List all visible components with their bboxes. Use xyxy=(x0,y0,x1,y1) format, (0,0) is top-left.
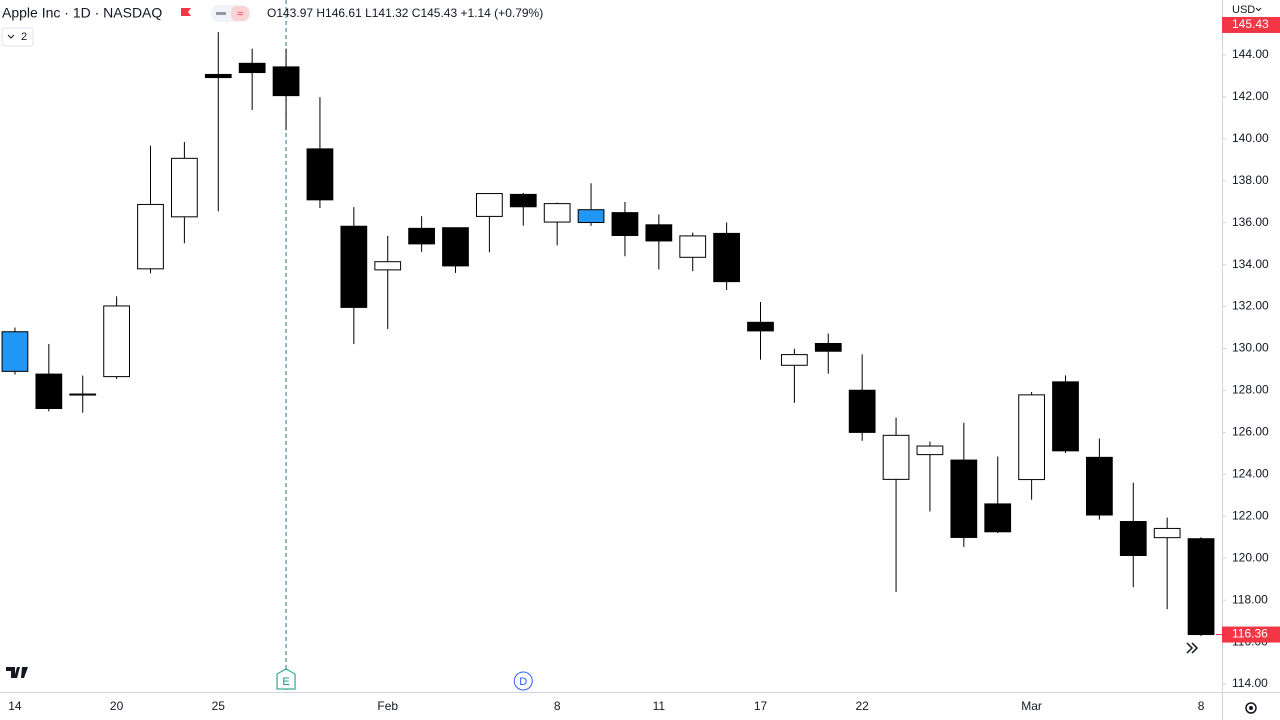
currency[interactable]: USD xyxy=(1232,4,1255,16)
candle-body xyxy=(713,232,740,283)
candle-body xyxy=(171,157,198,218)
candle-body xyxy=(747,321,774,332)
y-tick-label: 132.00 xyxy=(1232,299,1269,313)
candle-body xyxy=(781,354,808,366)
x-tick-label: 11 xyxy=(653,699,666,713)
candle-body xyxy=(442,227,469,267)
x-tick-label: Mar xyxy=(1021,699,1042,713)
symbol-title[interactable]: Apple Inc · 1D · NASDAQ xyxy=(2,5,162,21)
pane-toggle[interactable] xyxy=(1,27,34,47)
candle-body xyxy=(950,459,978,538)
y-tick-label: 130.00 xyxy=(1232,341,1269,355)
x-tick-label: 22 xyxy=(855,699,869,713)
candle-body xyxy=(1086,456,1113,516)
x-tick-label: 25 xyxy=(212,699,226,713)
candle-body xyxy=(103,305,130,378)
y-tick-label: 126.00 xyxy=(1232,425,1269,439)
event-label: E xyxy=(282,676,289,688)
candle-body xyxy=(645,224,673,242)
candle-body xyxy=(509,193,537,208)
candle-body xyxy=(1187,538,1215,636)
scroll-icon xyxy=(1186,642,1199,654)
event-label: D xyxy=(519,676,527,688)
crosshair-price-label-box xyxy=(1222,16,1280,33)
y-tick-label: 120.00 xyxy=(1232,550,1269,564)
y-tick-label: 114.00 xyxy=(1232,676,1268,690)
crosshair-price-label: 145.43 xyxy=(1232,17,1269,31)
candle-body xyxy=(984,503,1012,533)
y-tick-label: 136.00 xyxy=(1232,215,1269,229)
candle-body xyxy=(814,342,842,352)
candle-body xyxy=(611,212,639,236)
candle-body xyxy=(916,445,944,456)
y-tick-label: 140.00 xyxy=(1232,131,1269,145)
candle-body xyxy=(340,225,368,308)
tv-logo xyxy=(6,667,28,678)
x-tick-label: 8 xyxy=(554,699,561,713)
y-tick-label: 144.00 xyxy=(1232,47,1269,61)
chevron xyxy=(1255,7,1262,12)
x-tick-label: Feb xyxy=(377,699,398,713)
candle-body xyxy=(1018,394,1045,481)
y-tick-label: 118.00 xyxy=(1232,592,1268,606)
candle-body xyxy=(1153,527,1181,539)
last-price-label-box xyxy=(1222,626,1280,643)
pane-count: 2 xyxy=(21,31,27,43)
ohlc-readout: O143.97 H146.61 L141.32 C145.43 +1.14 (+… xyxy=(267,6,543,20)
plot-area xyxy=(1,0,1215,692)
candle-body xyxy=(137,203,164,270)
y-tick-label: 122.00 xyxy=(1232,508,1269,522)
pill-icon xyxy=(216,12,226,15)
candle-body xyxy=(204,73,232,79)
x-tick-label: 17 xyxy=(754,699,768,713)
candle-body xyxy=(69,393,97,396)
pill-icon xyxy=(231,6,249,21)
candle-body xyxy=(476,193,503,217)
candle-body xyxy=(1119,521,1147,556)
y-tick-label: 138.00 xyxy=(1232,173,1269,187)
x-tick-label: 20 xyxy=(110,699,124,713)
chevron xyxy=(7,34,15,39)
y-tick-label: 142.00 xyxy=(1232,89,1269,103)
candle-body xyxy=(679,235,707,258)
candle-body xyxy=(1052,381,1079,452)
candle-body xyxy=(848,389,876,433)
flag-icon[interactable] xyxy=(181,8,191,16)
candle-body xyxy=(35,373,63,409)
x-tick-label: 14 xyxy=(8,699,22,713)
settings-icon[interactable] xyxy=(1245,702,1257,714)
settings-icon xyxy=(1249,706,1253,710)
candle-body xyxy=(577,209,605,223)
candle-body xyxy=(238,62,266,74)
candle-body xyxy=(543,203,571,223)
candle-body xyxy=(374,261,402,271)
candle-body xyxy=(306,148,334,201)
event-marker xyxy=(513,671,533,691)
x-tick-label: 8 xyxy=(1198,699,1205,713)
candle-body xyxy=(1,331,29,372)
event-marker[interactable] xyxy=(276,668,296,690)
pill-icon: ≈ xyxy=(237,8,243,20)
candle-body xyxy=(272,66,300,97)
last-price-label: 116.36 xyxy=(1232,627,1268,641)
y-tick-label: 134.00 xyxy=(1232,257,1269,271)
candle-body xyxy=(408,227,435,245)
candle-body xyxy=(882,434,910,480)
y-tick-label: 124.00 xyxy=(1232,467,1269,481)
y-tick-label: 128.00 xyxy=(1232,383,1269,397)
